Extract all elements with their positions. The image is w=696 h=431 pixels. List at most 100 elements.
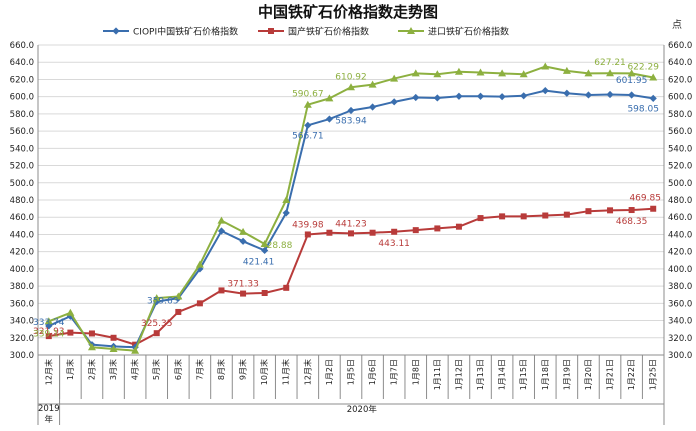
data-point [304,121,312,129]
data-label: 441.23 [335,219,367,229]
y-tick-label-left: 400.0 [10,265,34,275]
data-label: 468.35 [616,217,648,227]
data-point [217,216,226,224]
data-point [153,330,160,337]
y-tick-label-right: 440.0 [668,230,692,240]
data-point [649,73,658,81]
y-tick-label-right: 620.0 [668,75,692,85]
data-point [368,103,377,111]
y-tick-label-left: 620.0 [10,75,34,85]
data-point [283,284,290,291]
data-point [88,330,95,337]
data-point [433,70,442,78]
y-tick-label-left: 660.0 [10,41,34,51]
data-point [174,292,183,300]
y-tick-label-left: 440.0 [10,230,34,240]
data-point [476,92,485,100]
data-point [476,68,485,76]
data-label: 627.21 [594,58,626,68]
data-point [498,69,507,77]
x-tick-label: 10月末 [259,359,269,385]
data-label: 371.33 [227,280,259,290]
data-point [87,343,96,351]
data-label: 428.88 [261,241,293,251]
y-axis-left: 300.0 320.0 340.0 360.0 380.0 400.0 420.0 440.0… [10,41,34,361]
legend-swatch-marker [112,27,120,35]
x-tick-label: 6月末 [173,359,183,380]
x-tick-label: 12月末 [302,359,312,385]
x-tick-label: 11月末 [281,359,291,385]
data-point [239,237,247,245]
data-point [304,231,311,238]
series-3 [44,62,658,354]
y-tick-label-right: 320.0 [668,334,692,344]
data-label: 325.35 [141,319,173,329]
y-tick-label-left: 580.0 [10,110,34,120]
y-axis-right: 300.0 320.0 340.0 360.0 380.0 400.0 420.0 440.0… [668,41,692,361]
data-point [412,227,419,234]
data-point [368,80,377,88]
data-point [520,92,528,100]
data-point [240,290,247,297]
data-label: 583.94 [335,116,367,126]
data-point [520,213,527,220]
data-point [584,69,593,77]
y-tick-label-right: 400.0 [668,265,692,275]
y-tick-label-left: 320.0 [10,334,34,344]
x-tick-label: 1月19日 [562,359,571,390]
y-tick-label-left: 300.0 [10,351,34,361]
y-tick-label-left: 560.0 [10,127,34,137]
data-point [282,196,291,203]
data-point [261,290,268,296]
y-tick-label-right: 600.0 [668,93,692,103]
y-tick-label-right: 420.0 [668,248,692,258]
x-tick-label: 2月末 [86,359,96,380]
y-tick-label-right: 540.0 [668,144,692,154]
x-tick-label: 1月20日 [584,359,593,390]
data-point [541,62,550,70]
data-point [519,70,528,78]
data-point [196,300,203,307]
x-axis: 12月末 1月末 2月末 3月末 4月末 5月末 6月末 7月末 8月末 9月末 10月末 11月末 1… [37,354,665,425]
data-point [390,74,399,82]
series-layer [44,62,658,354]
data-point [152,294,161,302]
y-tick-label-left: 380.0 [10,282,34,292]
x-tick-label: 7月末 [194,359,204,380]
data-point [325,94,334,102]
x-tick-label: 5月末 [151,359,161,380]
data-point [347,106,355,115]
legend-swatch-marker [268,28,274,34]
data-point [131,346,140,354]
data-point [606,90,614,99]
data-point [260,240,269,248]
data-point [66,308,75,316]
y-tick-label-right: 560.0 [668,127,692,137]
data-label: 601.95 [616,76,648,86]
x-tick-label: 1月15日 [519,359,528,390]
data-point [261,246,269,255]
data-labels: 333.74 359.63 421.41 566.71 583.94 601.95 598.… [33,58,661,339]
y-tick-label-right: 640.0 [668,58,692,68]
data-point [455,92,463,100]
data-point [153,298,161,306]
data-label: 469.85 [629,194,661,204]
data-point [541,87,549,95]
data-point [562,66,571,74]
data-point [584,91,593,99]
y-unit-label: 点 [672,19,682,31]
y-tick-label-right: 460.0 [668,213,692,223]
x-tick-label: 1月21日 [606,359,615,390]
chart-title: 中国铁矿石价格指数走势图 [258,3,438,21]
x-tick-label: 1月7日 [390,359,399,385]
y-tick-label-right: 660.0 [668,41,692,51]
y-tick-label-left: 500.0 [10,179,34,189]
data-point [477,215,484,222]
y-tick-label-left: 420.0 [10,248,34,258]
y-tick-label-left: 480.0 [10,196,34,206]
data-point [434,225,441,232]
y-tick-label-right: 480.0 [668,196,692,206]
x-group-label-suffix: 年 [45,414,54,425]
x-tick-label: 1月6日 [368,359,377,385]
